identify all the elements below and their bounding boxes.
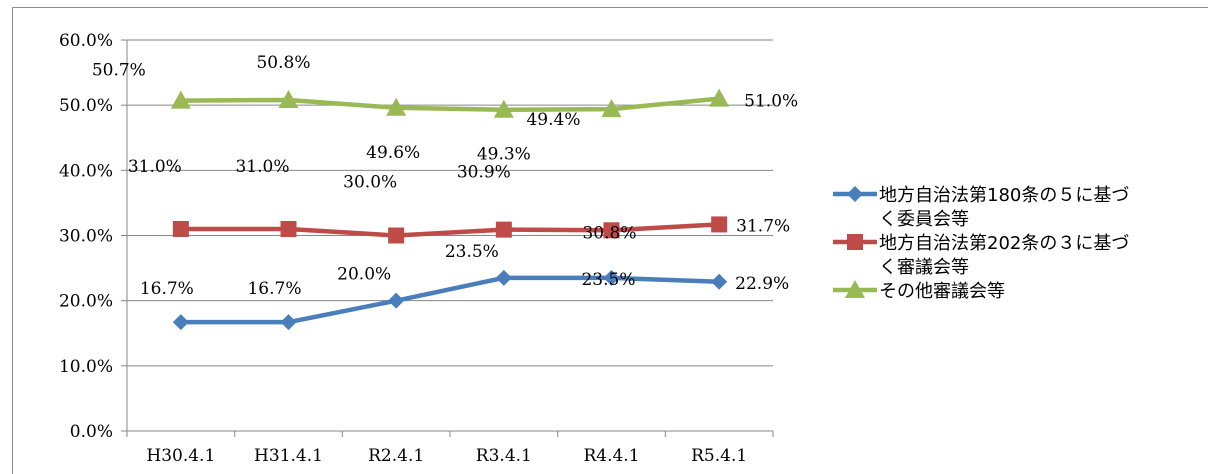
data-label-council: 31.0% [235,157,289,177]
y-tick-label: 50.0% [59,96,113,116]
y-tick-label: 30.0% [59,227,113,247]
y-tick-label: 0.0% [70,422,113,442]
y-tick-label: 20.0% [59,292,113,312]
data-point-committee [495,269,512,286]
chart-frame [12,7,1208,474]
y-tick-label: 60.0% [59,31,113,51]
x-tick-label: H31.4.1 [254,446,323,466]
data-point-council [603,222,620,239]
legend-label-committee: 地方自治法第180条の５に基づ [879,185,1129,206]
legend-label-committee: く委員会等 [879,209,969,230]
data-point-committee [388,292,405,309]
data-label-other: 49.6% [366,143,420,163]
series-line-council [180,222,720,238]
data-point-committee [603,269,620,286]
data-label-council: 30.8% [582,223,636,243]
legend-marker-other [845,280,865,298]
x-tick-label: R4.4.1 [583,446,639,466]
data-point-committee [711,273,728,290]
y-tick-label: 10.0% [59,357,113,377]
x-tick-label: H30.4.1 [146,446,215,466]
data-point-council [280,220,297,237]
data-point-council [172,220,189,237]
data-point-council [495,221,512,238]
data-point-committee [280,314,297,331]
data-label-other: 49.3% [477,145,531,165]
data-label-committee: 23.5% [445,242,499,262]
data-point-other [386,97,407,116]
data-label-other: 51.0% [744,92,798,112]
data-label-committee: 22.9% [735,274,789,294]
x-tick-label: R3.4.1 [476,446,532,466]
legend-marker-council [847,234,863,250]
data-point-other [170,90,191,109]
data-label-council: 30.9% [457,163,511,183]
data-label-committee: 23.5% [581,270,635,290]
data-point-council [388,227,405,244]
data-label-council: 31.7% [736,216,790,236]
legend-label-other: その他審議会等 [879,281,1005,302]
data-label-council: 31.0% [128,157,182,177]
data-label-committee: 20.0% [337,265,391,285]
data-point-other [709,88,730,107]
data-label-committee: 16.7% [140,279,194,299]
data-label-other: 49.4% [526,110,580,130]
data-label-other: 50.7% [92,61,146,81]
data-label-committee: 16.7% [247,279,301,299]
x-tick-label: R2.4.1 [368,446,424,466]
data-label-other: 50.8% [256,53,310,73]
data-label-council: 30.0% [343,173,397,193]
legend-label-council: 地方自治法第202条の３に基づ [879,233,1129,254]
legend-label-council: く審議会等 [879,257,969,278]
series-line-other [180,96,720,112]
data-point-council [711,216,728,233]
data-point-other [493,99,514,118]
y-tick-label: 40.0% [59,161,113,181]
legend-marker-committee [847,186,863,202]
data-point-committee [172,314,189,331]
data-point-other [601,99,622,118]
x-tick-label: R5.4.1 [691,446,747,466]
data-point-other [278,89,299,108]
series-line-committee [180,275,720,325]
